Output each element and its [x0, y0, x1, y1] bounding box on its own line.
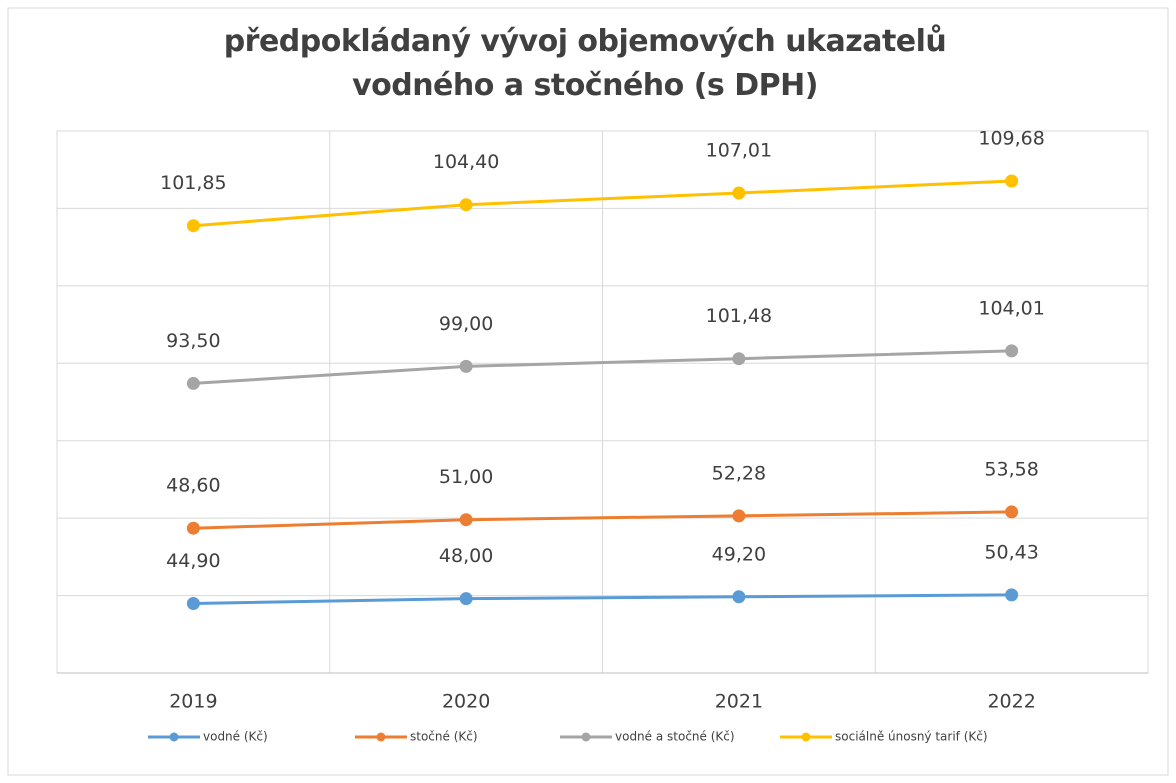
point [459, 359, 473, 373]
point [459, 592, 473, 606]
legend-marker [581, 732, 591, 742]
data-label: 44,90 [166, 550, 220, 572]
data-label: 51,00 [439, 466, 493, 488]
data-label: 104,01 [978, 297, 1044, 319]
legend-label: vodné a stočné (Kč) [615, 730, 735, 744]
point [732, 590, 746, 604]
data-label: 101,48 [706, 305, 772, 327]
legend-label: vodné (Kč) [203, 730, 268, 744]
data-label: 49,20 [712, 543, 766, 565]
data-label: 99,00 [439, 313, 493, 335]
data-label: 93,50 [166, 330, 220, 352]
point [186, 219, 200, 233]
line [193, 510, 1012, 530]
data-label: 52,28 [712, 462, 766, 484]
legend-marker [169, 732, 179, 742]
data-label: 101,85 [160, 172, 226, 194]
legend-label: stočné (Kč) [410, 730, 478, 744]
point [459, 198, 473, 212]
legend-marker [801, 732, 811, 742]
chart-title: předpokládaný vývoj objemových ukazatelů… [223, 24, 947, 103]
data-label: 107,01 [706, 139, 772, 161]
x-tick-label: 2022 [987, 691, 1035, 713]
x-tick-label: 2020 [442, 691, 490, 713]
point [1005, 174, 1019, 188]
point [1005, 344, 1019, 358]
line [193, 349, 1012, 385]
point [732, 352, 746, 366]
x-tick-label: 2021 [715, 691, 763, 713]
legend-marker [376, 732, 386, 742]
data-label: 53,58 [984, 458, 1038, 480]
point [732, 509, 746, 523]
data-label: 109,68 [978, 128, 1044, 150]
data-label: 50,43 [984, 541, 1038, 563]
line [193, 593, 1012, 605]
point [459, 513, 473, 527]
chart-border [7, 7, 1169, 776]
point [186, 596, 200, 610]
line [193, 179, 1012, 228]
data-label: 104,40 [433, 151, 499, 173]
x-tick-label: 2019 [169, 691, 217, 713]
data-label: 48,60 [166, 475, 220, 497]
point [186, 521, 200, 535]
point [732, 186, 746, 200]
data-label: 48,00 [439, 545, 493, 567]
point [186, 376, 200, 390]
point [1005, 505, 1019, 519]
legend-label: sociálně únosný tarif (Kč) [835, 730, 988, 744]
point [1005, 588, 1019, 602]
